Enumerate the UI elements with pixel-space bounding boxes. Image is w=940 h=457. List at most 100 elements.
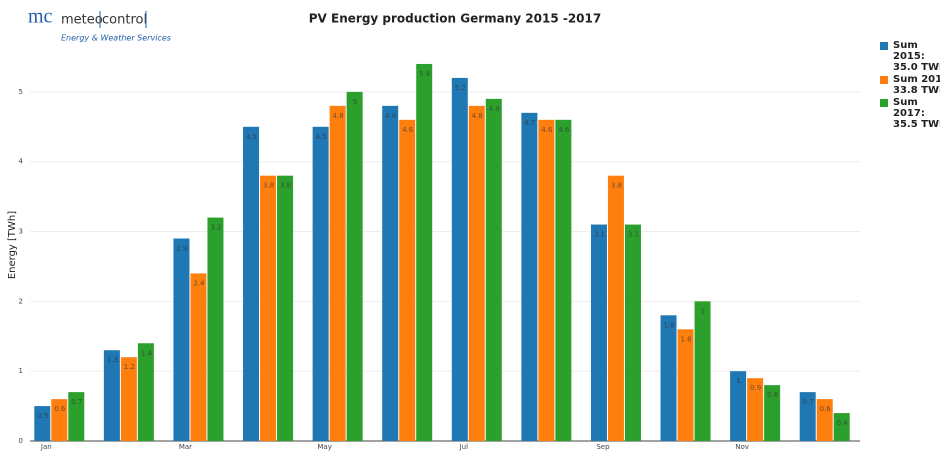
y-axis-label: Energy [TWh] xyxy=(7,211,18,279)
data-label: 1.8 xyxy=(663,321,674,329)
y-tick-label: 2 xyxy=(19,297,23,305)
legend: Sum 2015: 35.0 TWhSum 2016 33.8 TWhSum 2… xyxy=(880,40,940,131)
data-label: 0.6 xyxy=(820,405,832,413)
bar xyxy=(624,224,641,441)
x-tick-label: Jan xyxy=(40,443,52,451)
bar xyxy=(694,301,711,441)
bar xyxy=(730,371,747,441)
bar xyxy=(243,126,260,441)
bar xyxy=(677,329,694,441)
x-tick-label: Mar xyxy=(179,443,192,451)
data-label: 2.9 xyxy=(176,245,187,253)
data-label: 1.4 xyxy=(141,349,153,357)
data-label: 4.6 xyxy=(402,126,414,134)
legend-label: Sum 2017: 35.5 TWh xyxy=(893,97,940,130)
legend-swatch xyxy=(880,42,888,50)
data-label: 3.8 xyxy=(611,182,622,190)
bar xyxy=(590,224,607,441)
logo-tagline: Energy & Weather Services xyxy=(61,34,171,43)
data-label: 3.8 xyxy=(280,182,291,190)
bar xyxy=(764,385,781,441)
bar xyxy=(555,119,572,442)
y-tick-label: 5 xyxy=(19,88,23,96)
data-label: 3.8 xyxy=(263,182,274,190)
data-label: 0.7 xyxy=(803,398,814,406)
data-label: 0.5 xyxy=(37,412,48,420)
data-label: 4.5 xyxy=(246,133,257,141)
bar xyxy=(68,392,85,441)
bar xyxy=(34,406,51,441)
y-tick-label: 0 xyxy=(19,437,23,445)
bar xyxy=(207,217,224,441)
bar xyxy=(51,399,68,441)
data-label: 4.7 xyxy=(524,119,535,127)
bar xyxy=(521,112,538,441)
bar xyxy=(137,343,154,441)
data-label: 4.9 xyxy=(489,105,500,113)
bar xyxy=(816,399,833,441)
bar xyxy=(416,63,433,441)
y-tick-label: 4 xyxy=(19,158,24,166)
bar xyxy=(260,175,277,441)
legend-label: Sum 2016 33.8 TWh xyxy=(893,74,940,96)
data-label: 3.1 xyxy=(628,231,639,239)
data-label: 4.8 xyxy=(385,112,396,120)
x-tick-label: Jul xyxy=(459,443,469,451)
x-tick-label: Nov xyxy=(735,443,749,451)
data-label: 0.9 xyxy=(750,384,761,392)
data-label: 0.8 xyxy=(767,391,778,399)
data-label: 4.8 xyxy=(333,112,344,120)
legend-swatch xyxy=(880,76,888,84)
logo-brand: meteo xyxy=(61,13,103,28)
data-label: 1 xyxy=(736,377,740,385)
bar xyxy=(399,119,416,442)
legend-item[interactable]: Sum 2016 33.8 TWh xyxy=(880,74,940,96)
bar xyxy=(799,392,816,441)
bar xyxy=(660,315,677,441)
x-tick-label: May xyxy=(317,443,331,451)
bar xyxy=(382,105,399,441)
data-label: 3.1 xyxy=(594,231,605,239)
data-label: 5.2 xyxy=(455,84,466,92)
bar xyxy=(277,175,294,441)
data-label: 3.2 xyxy=(210,224,221,232)
bar xyxy=(329,105,346,441)
data-label: 0.7 xyxy=(71,398,82,406)
data-label: 0.6 xyxy=(54,405,66,413)
legend-item[interactable]: Sum 2015: 35.0 TWh xyxy=(880,40,940,73)
legend-swatch xyxy=(880,99,888,107)
bar xyxy=(607,175,624,441)
bar xyxy=(312,126,329,441)
data-label: 1.2 xyxy=(124,363,135,371)
data-label: 4.6 xyxy=(558,126,570,134)
bar xyxy=(173,238,190,441)
bar xyxy=(103,350,120,441)
y-tick-label: 1 xyxy=(19,367,23,375)
bar xyxy=(120,357,137,441)
data-label: 1.6 xyxy=(680,335,692,343)
logo-brand: control xyxy=(102,13,147,28)
bar xyxy=(485,98,502,441)
bar xyxy=(468,105,485,441)
bar xyxy=(538,119,555,442)
data-label: 4.5 xyxy=(316,133,327,141)
logo-mark: mc xyxy=(28,6,53,28)
data-label: 2 xyxy=(701,307,705,315)
data-label: 1.3 xyxy=(107,356,118,364)
chart-title: PV Energy production Germany 2015 -2017 xyxy=(309,12,601,26)
bar xyxy=(833,413,850,441)
bar xyxy=(747,378,764,441)
bar xyxy=(451,77,468,441)
data-label: 0.4 xyxy=(837,419,849,427)
bar xyxy=(190,273,207,441)
legend-item[interactable]: Sum 2017: 35.5 TWh xyxy=(880,97,940,130)
x-tick-label: Sep xyxy=(596,443,610,451)
data-label: 4.6 xyxy=(541,126,553,134)
y-tick-label: 3 xyxy=(19,228,23,236)
data-label: 2.4 xyxy=(193,279,205,287)
data-label: 4.8 xyxy=(472,112,483,120)
legend-label: Sum 2015: 35.0 TWh xyxy=(893,40,940,73)
data-label: 5 xyxy=(353,98,357,106)
